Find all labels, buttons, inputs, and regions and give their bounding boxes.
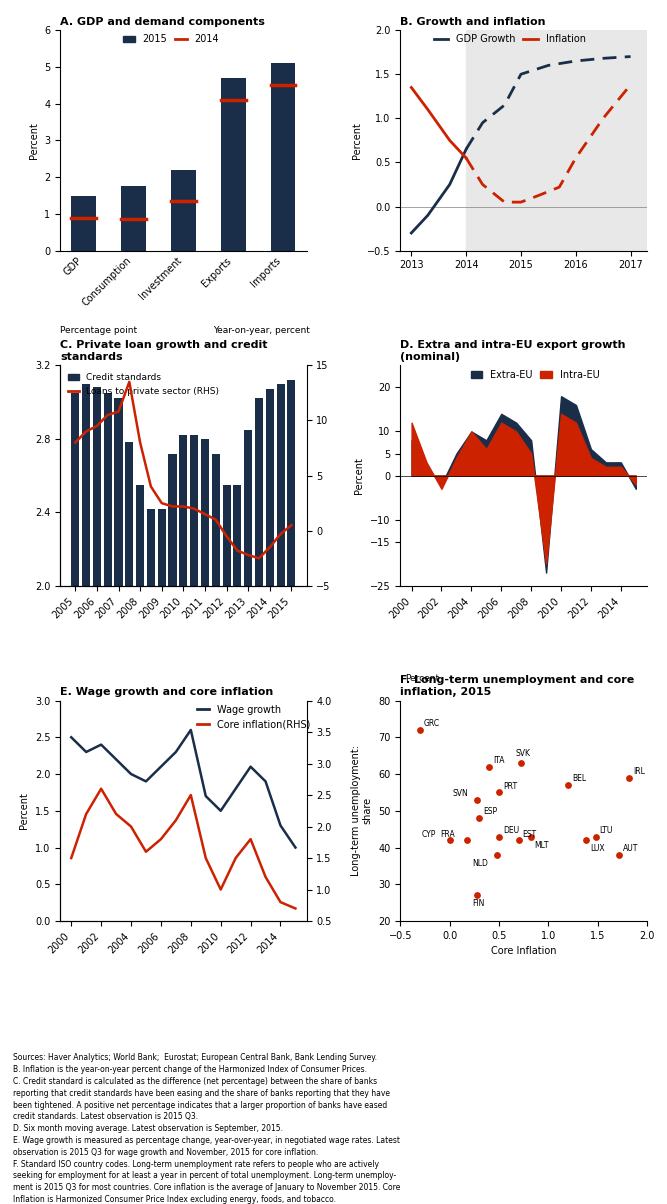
Text: PRT: PRT [503, 781, 517, 791]
Point [472, 790, 483, 809]
Text: ITA: ITA [493, 756, 505, 765]
Bar [121, 187, 146, 250]
Bar [103, 393, 112, 954]
Text: A. GDP and demand components: A. GDP and demand components [60, 17, 265, 26]
Point [514, 831, 524, 850]
Legend: Credit standards, Loans to private sector (RHS): Credit standards, Loans to private secto… [65, 370, 223, 400]
Point [516, 754, 526, 773]
Point [474, 809, 485, 828]
Y-axis label: Percent: Percent [354, 458, 364, 494]
Point [472, 886, 483, 905]
Text: DEU: DEU [503, 826, 519, 834]
Text: ESP: ESP [483, 808, 498, 816]
Text: FIN: FIN [472, 899, 485, 908]
Bar [277, 384, 285, 954]
Text: FRA: FRA [440, 830, 455, 838]
Point [494, 827, 504, 846]
Text: E. Wage growth and core inflation: E. Wage growth and core inflation [60, 687, 273, 697]
Legend: Wage growth, Core inflation(RHS): Wage growth, Core inflation(RHS) [193, 701, 314, 733]
Bar [147, 508, 155, 954]
Text: CYP: CYP [422, 830, 436, 838]
Text: Percentage point: Percentage point [60, 325, 137, 335]
Text: BEL: BEL [572, 774, 586, 784]
Bar [71, 393, 79, 954]
Bar [233, 485, 241, 954]
Y-axis label: Percent: Percent [29, 122, 39, 159]
Point [492, 845, 502, 864]
Y-axis label: Percent: Percent [352, 122, 362, 159]
Point [624, 768, 634, 787]
Legend: Extra-EU, Intra-EU: Extra-EU, Intra-EU [467, 366, 604, 384]
Text: NLD: NLD [472, 858, 488, 868]
Bar [244, 430, 252, 954]
Y-axis label: Percent: Percent [19, 792, 29, 830]
Bar [93, 388, 101, 954]
Point [444, 831, 455, 850]
Text: LTU: LTU [600, 826, 613, 834]
Bar [223, 485, 231, 954]
Bar [271, 63, 295, 250]
Point [484, 757, 494, 777]
Bar [201, 438, 209, 954]
Text: IRL: IRL [633, 767, 645, 777]
Text: AUT: AUT [624, 844, 639, 854]
Text: SVN: SVN [453, 789, 468, 798]
Bar [190, 435, 198, 954]
Text: MLT: MLT [534, 840, 549, 850]
Bar [466, 30, 647, 250]
Bar [71, 195, 96, 250]
Legend: GDP Growth, Inflation: GDP Growth, Inflation [430, 30, 590, 48]
Bar [265, 389, 274, 954]
Text: Percent: Percent [406, 674, 440, 683]
Text: EST: EST [523, 830, 537, 838]
Bar [169, 454, 177, 954]
Bar [211, 454, 220, 954]
Bar [287, 380, 295, 954]
Text: Year-on-year, percent: Year-on-year, percent [213, 325, 309, 335]
Bar [221, 78, 245, 250]
Point [494, 783, 504, 802]
Bar [255, 399, 263, 954]
Bar [115, 399, 123, 954]
Bar [179, 435, 187, 954]
Bar [125, 443, 133, 954]
Point [462, 831, 473, 850]
Point [525, 827, 536, 846]
Bar [82, 384, 90, 954]
Text: SVK: SVK [516, 749, 531, 757]
Point [614, 845, 625, 864]
Text: D. Extra and intra-EU export growth
(nominal): D. Extra and intra-EU export growth (nom… [400, 341, 626, 361]
Text: LUX: LUX [590, 844, 604, 854]
X-axis label: Core Inflation: Core Inflation [491, 946, 556, 956]
Text: GRC: GRC [424, 719, 440, 728]
Text: F. Long-term unemployment and core
inflation, 2015: F. Long-term unemployment and core infla… [400, 675, 634, 697]
Bar [171, 170, 196, 250]
Bar [157, 508, 166, 954]
Text: B. Growth and inflation: B. Growth and inflation [400, 17, 546, 26]
Legend: 2015, 2014: 2015, 2014 [119, 30, 223, 48]
Point [590, 827, 601, 846]
Text: Sources: Haver Analytics; World Bank;  Eurostat; European Central Bank, Bank Len: Sources: Haver Analytics; World Bank; Eu… [13, 1054, 401, 1204]
Y-axis label: Long-term unemployment:
share: Long-term unemployment: share [351, 745, 373, 877]
Point [415, 720, 426, 739]
Point [563, 775, 574, 795]
Bar [136, 485, 144, 954]
Point [580, 831, 591, 850]
Text: C. Private loan growth and credit
standards: C. Private loan growth and credit standa… [60, 341, 267, 361]
